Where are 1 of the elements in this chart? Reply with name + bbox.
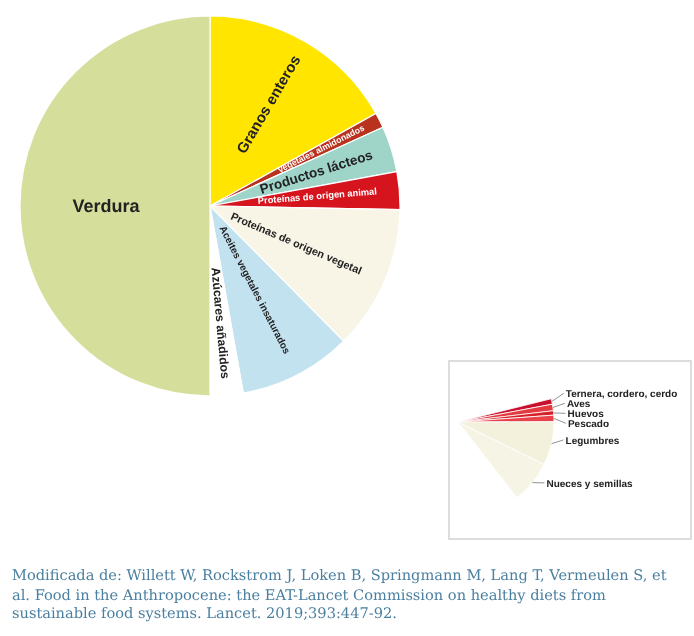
slice-label: Verdura <box>72 196 142 216</box>
